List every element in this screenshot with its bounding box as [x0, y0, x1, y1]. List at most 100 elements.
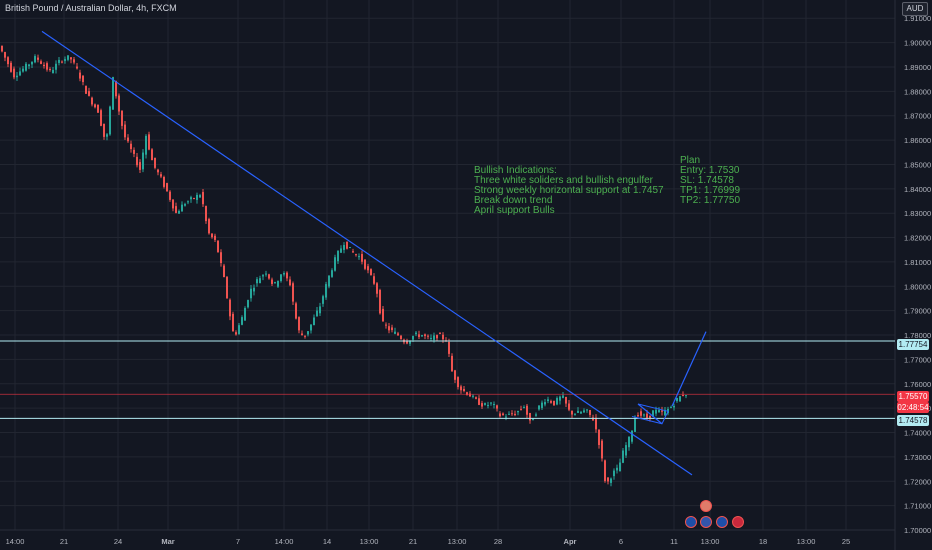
candle-body — [58, 59, 60, 63]
candle-body — [169, 191, 171, 200]
downtrend-trendline — [41, 30, 693, 476]
candle-body — [127, 137, 129, 142]
candle-body — [676, 398, 678, 402]
y-tick-label: 1.84000 — [904, 185, 931, 194]
candle-body — [40, 61, 42, 64]
candle-body — [682, 395, 684, 397]
candle-body — [463, 388, 465, 392]
candle-body — [316, 310, 318, 317]
candle-body — [25, 63, 27, 71]
candle-body — [280, 274, 282, 282]
candle-body — [454, 370, 456, 380]
candle-body — [106, 134, 108, 137]
candle-body — [631, 430, 633, 442]
candle-body — [547, 399, 549, 402]
candle-body — [199, 195, 201, 198]
symbol-title[interactable]: British Pound / Australian Dollar, 4h, F… — [5, 3, 177, 13]
note-line: Plan — [680, 155, 701, 166]
note-line: Bullish Indications: — [474, 165, 557, 176]
candle-body — [334, 257, 336, 271]
y-tick-label: 1.87000 — [904, 112, 931, 121]
candle-body — [241, 317, 243, 325]
candle-body — [550, 401, 552, 403]
candle-body — [1, 45, 3, 52]
candle-body — [553, 400, 555, 406]
candle-body — [85, 85, 87, 94]
candle-body — [493, 404, 495, 406]
candle-body — [148, 134, 150, 150]
x-tick-label: 14:00 — [275, 537, 294, 546]
candle-body — [565, 396, 567, 404]
candle-body — [121, 110, 123, 126]
candle-body — [556, 398, 558, 405]
candle-body — [643, 414, 645, 416]
candle-body — [376, 283, 378, 294]
candle-body — [319, 306, 321, 314]
candle-body — [97, 104, 99, 113]
candle-body — [214, 235, 216, 240]
candle-body — [190, 197, 192, 200]
candle-body — [181, 204, 183, 212]
x-tick-label: 13:00 — [360, 537, 379, 546]
candle-body — [457, 377, 459, 388]
x-tick-label: 21 — [60, 537, 68, 546]
candle-body — [580, 411, 582, 414]
candle-body — [433, 335, 435, 340]
x-tick-label: Apr — [564, 537, 577, 546]
candle-body — [514, 413, 516, 416]
candle-body — [250, 288, 252, 299]
candle-body — [163, 176, 165, 187]
bullish-indications-note[interactable]: Bullish Indications: Three white solider… — [474, 166, 664, 216]
candle-body — [292, 283, 294, 302]
candle-body — [4, 52, 6, 58]
candle-body — [175, 206, 177, 213]
note-line: Break down trend — [474, 195, 553, 206]
au-flag-icon[interactable] — [685, 516, 697, 528]
countdown-tag: 02:48:54 — [897, 402, 929, 413]
candle-body — [298, 317, 300, 331]
trade-plan-note[interactable]: Plan Entry: 1.7530 SL: 1.74578 TP1: 1.76… — [680, 156, 740, 206]
y-tick-label: 1.83000 — [904, 209, 931, 218]
us-flag-icon[interactable] — [700, 516, 712, 528]
candle-body — [79, 72, 81, 79]
x-tick-label: Mar — [161, 537, 174, 546]
candle-body — [301, 333, 303, 336]
candle-body — [139, 162, 141, 170]
drawing-layer — [0, 30, 895, 476]
gb-flag-icon[interactable] — [732, 516, 744, 528]
calendar-event-icon[interactable] — [700, 500, 712, 512]
candle-body — [511, 413, 513, 415]
candle-body — [499, 413, 501, 417]
candle-body — [100, 110, 102, 126]
candle-body — [397, 333, 399, 336]
candle-body — [109, 106, 111, 135]
candle-body — [70, 57, 72, 60]
candle-body — [88, 91, 90, 96]
candle-body — [427, 335, 429, 337]
au-flag-icon[interactable] — [716, 516, 728, 528]
candle-body — [313, 317, 315, 326]
candle-body — [532, 419, 534, 421]
note-line: SL: 1.74578 — [680, 175, 734, 186]
candle-body — [166, 183, 168, 192]
x-tick-label: 7 — [236, 537, 240, 546]
currency-badge[interactable]: AUD — [902, 2, 928, 16]
candle-body — [55, 63, 57, 70]
candle-body — [664, 409, 666, 416]
candle-body — [268, 274, 270, 279]
candle-body — [52, 69, 54, 74]
candle-body — [256, 279, 258, 284]
candle-body — [295, 303, 297, 319]
candle-body — [343, 245, 345, 250]
candle-body — [346, 241, 348, 249]
candle-body — [619, 462, 621, 472]
candle-body — [685, 395, 687, 397]
breakout-projection-trendline — [671, 331, 707, 407]
candle-body — [559, 396, 561, 401]
candle-body — [115, 80, 117, 97]
candle-body — [577, 410, 579, 413]
candle-body — [13, 68, 15, 78]
candle-body — [670, 407, 672, 409]
